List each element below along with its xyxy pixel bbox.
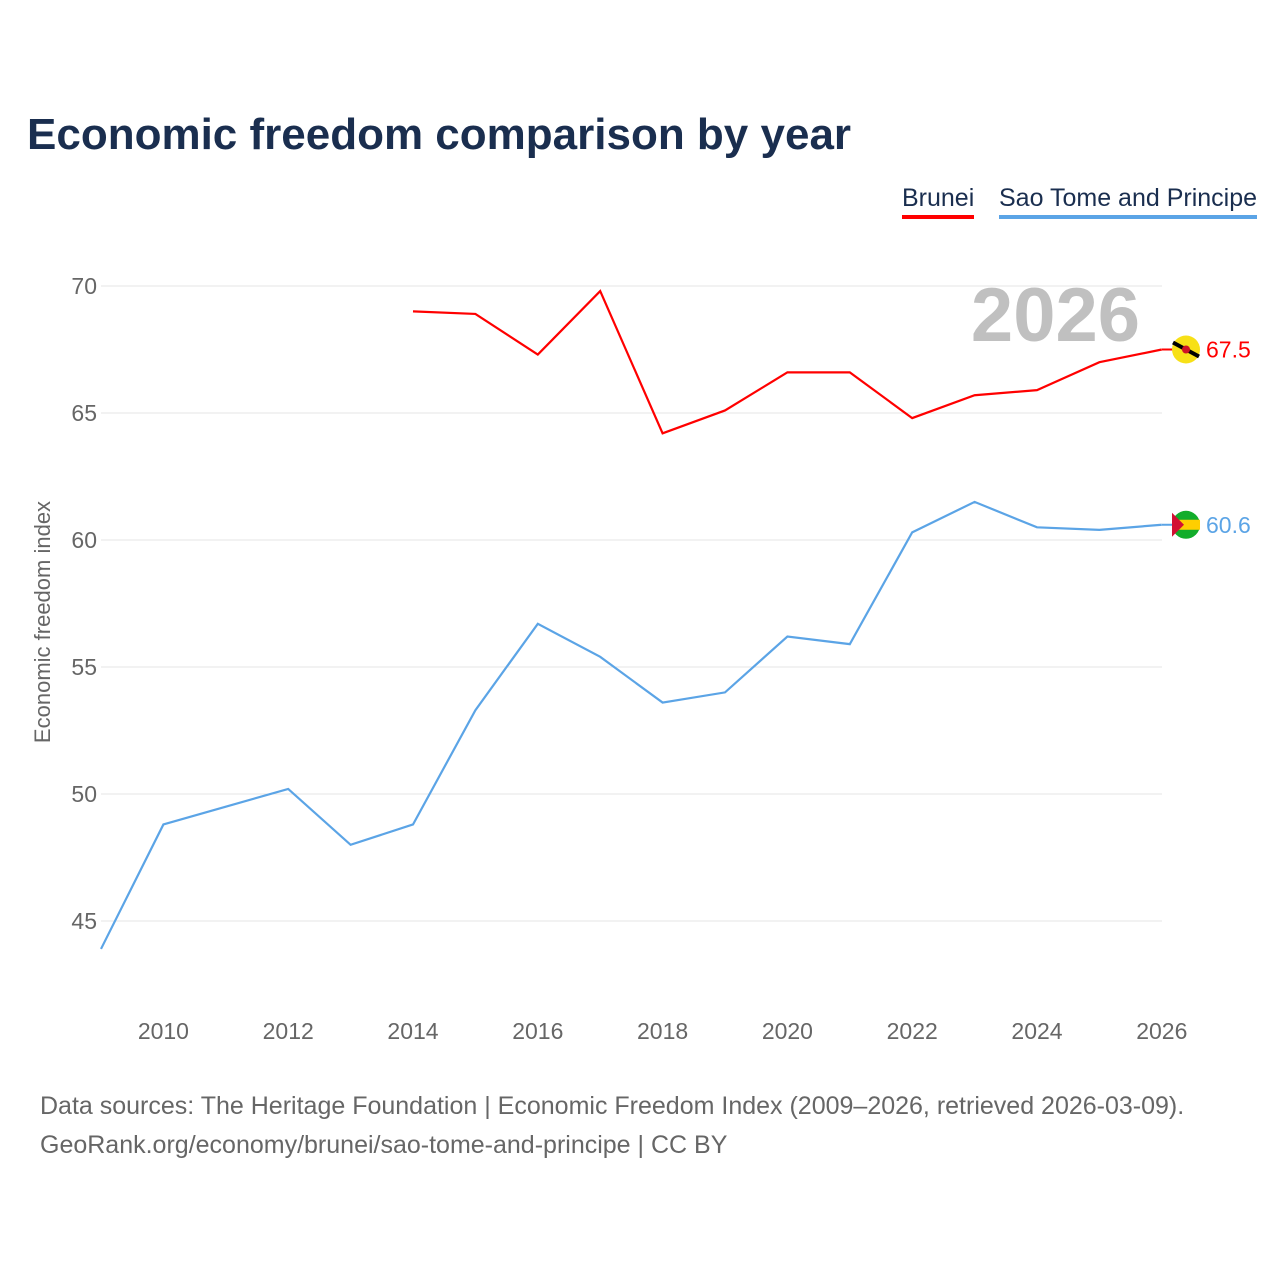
x-tick-label: 2016 [512,1018,563,1044]
source-link[interactable]: GeoRank.org/economy/brunei/sao-tome-and-… [40,1131,728,1159]
y-tick-label: 45 [71,908,97,934]
y-axis-label: Economic freedom index [30,501,55,743]
x-tick-label: 2022 [887,1018,938,1044]
x-tick-label: 2024 [1011,1018,1062,1044]
end-value-label: 60.6 [1206,512,1251,538]
end-value-label: 67.5 [1206,337,1251,363]
legend-brunei[interactable]: Brunei [902,184,975,219]
flag-triangle [1172,512,1184,537]
y-tick-label: 60 [71,527,97,553]
year-watermark: 2026 [971,273,1140,358]
data-source-text: Data sources: The Heritage Foundation | … [40,1092,1185,1120]
legend-sao-tome[interactable]: Sao Tome and Principe [999,184,1258,219]
flag-emblem [1182,345,1190,354]
footer: Data sources: The Heritage Foundation | … [40,1087,1184,1165]
y-tick-label: 70 [71,273,97,299]
y-tick-label: 65 [71,400,97,426]
x-tick-label: 2020 [762,1018,813,1044]
x-tick-label: 2014 [387,1018,438,1044]
x-tick-label: 2026 [1136,1018,1187,1044]
series-line-sao-tome [100,500,1162,950]
x-tick-label: 2012 [263,1018,314,1044]
x-tick-label: 2018 [637,1018,688,1044]
y-tick-label: 50 [71,781,97,807]
y-tick-label: 55 [71,654,97,680]
x-tick-label: 2010 [138,1018,189,1044]
chart-title: Economic freedom comparison by year [27,110,852,159]
flag-stripe [1172,519,1200,530]
series-line-brunei [412,289,1163,435]
